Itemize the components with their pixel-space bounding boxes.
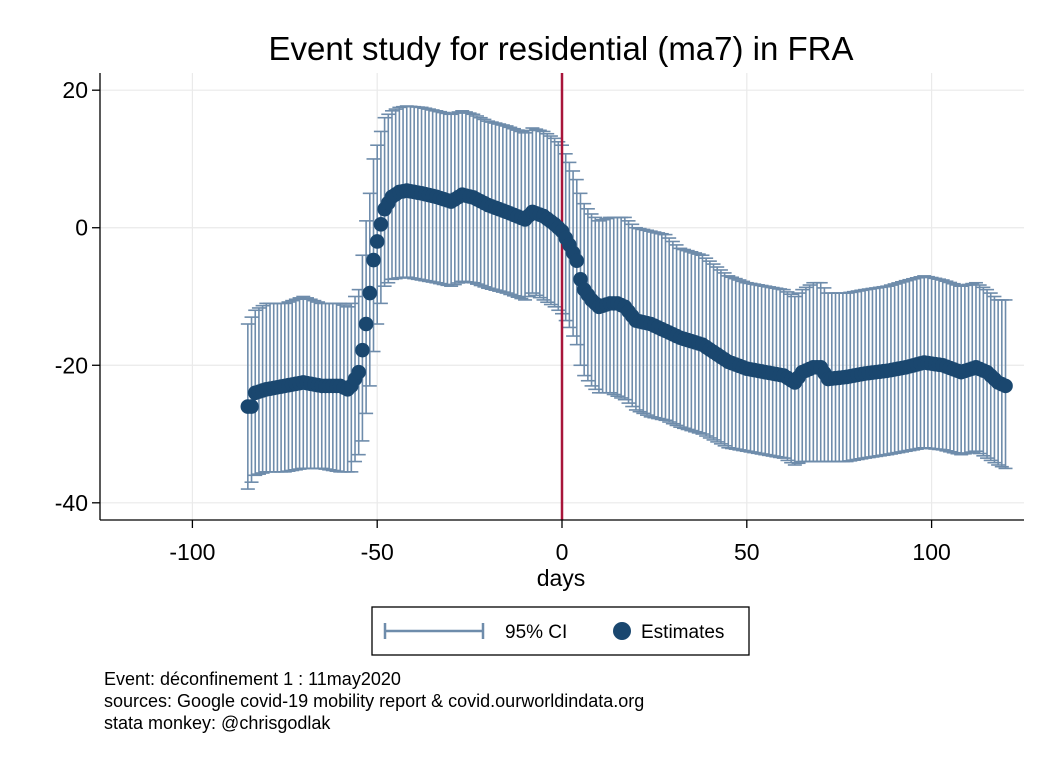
plot-area: -100 -50 0 50 100 20 0 -20 -40 [55, 73, 1024, 565]
legend-ci-symbol [383, 623, 485, 639]
legend-estimates-label: Estimates [641, 622, 724, 643]
footnote-event: Event: déconfinement 1 : 11may2020 [104, 669, 401, 689]
estimate-point [373, 216, 389, 232]
x-axis-label: days [537, 565, 586, 591]
estimate-point [351, 364, 367, 380]
y-tick-label: -40 [55, 490, 88, 516]
estimate-point [362, 285, 378, 301]
x-tick-label: 0 [556, 539, 569, 565]
footnote-credit: stata monkey: @chrisgodlak [104, 713, 331, 733]
estimate-points [240, 183, 1013, 414]
x-tick-label: 50 [734, 539, 760, 565]
y-tick-label: 20 [62, 77, 88, 103]
x-tick-label: -100 [169, 539, 215, 565]
y-axis-ticks: 20 0 -20 -40 [55, 77, 100, 516]
estimate-point [998, 378, 1013, 394]
footnotes: Event: déconfinement 1 : 11may2020 sourc… [104, 669, 644, 733]
estimate-point [369, 234, 385, 249]
legend-estimates-symbol [613, 622, 631, 640]
estimate-point [355, 342, 370, 358]
x-tick-label: -50 [361, 539, 394, 565]
estimate-point [244, 399, 259, 414]
x-axis-ticks: -100 -50 0 50 100 [169, 520, 951, 565]
confidence-intervals [240, 105, 1013, 490]
estimate-point [366, 252, 381, 268]
chart-title: Event study for residential (ma7) in FRA [268, 30, 853, 67]
y-tick-label: 0 [75, 215, 88, 241]
estimate-point [358, 316, 374, 332]
legend-ci-label: 95% CI [505, 622, 567, 643]
legend: 95% CI Estimates [371, 606, 750, 656]
x-tick-label: 100 [912, 539, 950, 565]
y-tick-label: -20 [55, 352, 88, 378]
footnote-sources: sources: Google covid-19 mobility report… [104, 691, 644, 711]
estimate-point [569, 253, 585, 269]
